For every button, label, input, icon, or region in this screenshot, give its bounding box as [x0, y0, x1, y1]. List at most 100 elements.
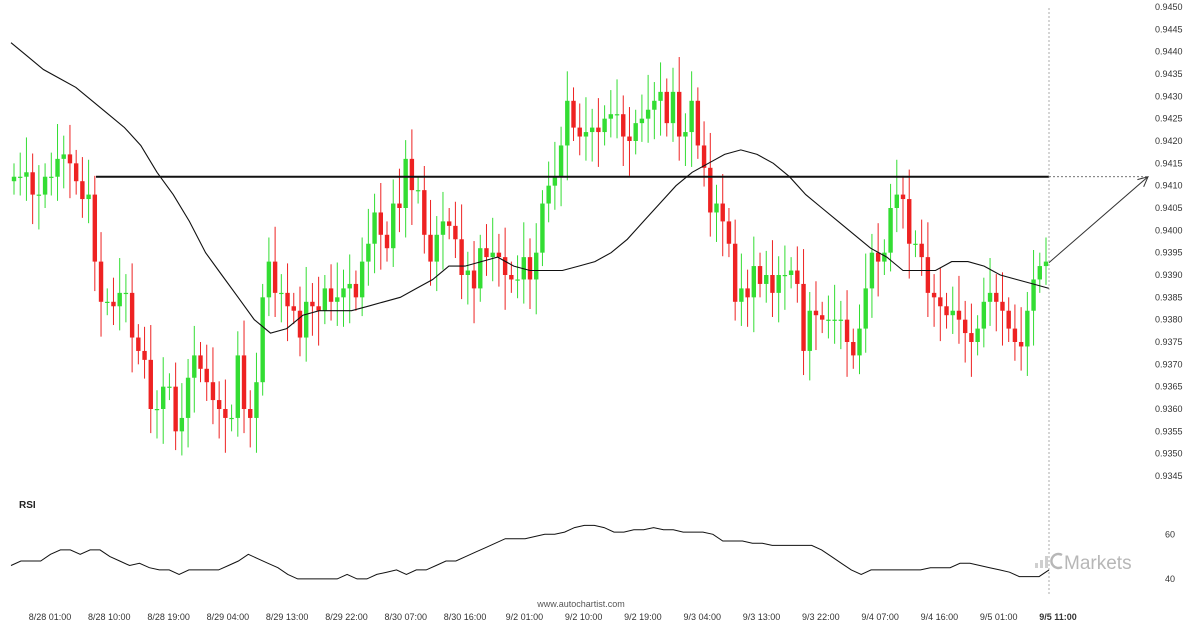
- candle-body: [577, 127, 582, 137]
- candle-body: [726, 221, 732, 244]
- price-tick-label: 0.9450: [1155, 2, 1183, 12]
- time-tick-label: 8/28 01:00: [29, 612, 72, 622]
- candle-body: [1000, 301, 1005, 311]
- candle-body: [67, 154, 73, 164]
- candle-body: [770, 275, 775, 293]
- price-tick-label: 0.9350: [1155, 449, 1183, 459]
- candle-body: [540, 203, 545, 253]
- candle-body: [745, 288, 750, 298]
- candle-body: [235, 355, 241, 418]
- candle-body: [614, 114, 620, 116]
- candle-body: [776, 275, 781, 293]
- candle-body: [86, 194, 91, 200]
- candle-body: [335, 297, 340, 302]
- price-tick-label: 0.9380: [1155, 315, 1183, 325]
- candle-body: [527, 257, 533, 280]
- candle-body: [136, 337, 141, 351]
- candle-body: [61, 154, 66, 159]
- candle-body: [403, 158, 408, 208]
- candle-body: [478, 248, 483, 289]
- time-tick-label: 9/2 19:00: [624, 612, 662, 622]
- candle-body: [969, 333, 974, 342]
- candle-body: [639, 118, 645, 124]
- brand-name: Markets: [1064, 553, 1132, 574]
- candle-body: [372, 212, 377, 244]
- candle-body: [714, 203, 719, 213]
- candle-body: [148, 359, 153, 409]
- price-tick-label: 0.9415: [1155, 158, 1183, 168]
- candle-body: [596, 127, 601, 133]
- candle-body: [117, 292, 122, 307]
- logo-bar-1: [1035, 563, 1038, 568]
- time-tick-label: 9/3 13:00: [743, 612, 781, 622]
- candle-body: [192, 355, 197, 378]
- price-tick-label: 0.9440: [1155, 47, 1183, 57]
- candle-body: [888, 208, 893, 253]
- candle-body: [994, 292, 999, 302]
- candle-body: [925, 257, 931, 293]
- candle-body: [316, 306, 321, 311]
- price-tick-label: 0.9365: [1155, 382, 1183, 392]
- candle-body: [204, 368, 209, 383]
- candle-body: [173, 386, 178, 432]
- price-tick-label: 0.9360: [1155, 404, 1183, 414]
- time-tick-label: 8/29 22:00: [325, 612, 368, 622]
- candle-body: [391, 203, 396, 249]
- candle-body: [627, 136, 632, 141]
- candle-body: [409, 158, 415, 191]
- candle-body: [359, 261, 365, 298]
- candle-body: [813, 310, 819, 316]
- price-tick-label: 0.9425: [1155, 114, 1183, 124]
- price-tick-label: 0.9400: [1155, 225, 1183, 235]
- candle-body: [285, 292, 290, 307]
- price-tick-label: 0.9435: [1155, 69, 1183, 79]
- price-tick-label: 0.9445: [1155, 24, 1183, 34]
- brand-logo: Markets: [1035, 552, 1132, 574]
- candle-body: [695, 100, 701, 146]
- rsi-axis: 60 40: [1165, 529, 1175, 584]
- candle-body: [210, 382, 216, 401]
- candle-body: [105, 301, 110, 303]
- candle-body: [80, 181, 85, 200]
- candle-body: [111, 301, 116, 307]
- projection-arrow: [1048, 175, 1149, 263]
- candle-body: [434, 234, 439, 262]
- candle-body: [366, 243, 371, 262]
- projection-line: [1048, 176, 1149, 263]
- candle-body: [1018, 342, 1024, 347]
- rsi-label: RSI: [19, 500, 36, 511]
- time-tick-label: 8/29 04:00: [207, 612, 250, 622]
- candle-body: [950, 310, 955, 316]
- price-tick-label: 0.9405: [1155, 203, 1183, 213]
- candle-body: [652, 100, 657, 110]
- candle-body: [272, 261, 278, 293]
- rsi-tick-label: 40: [1165, 574, 1175, 584]
- candle-body: [353, 283, 359, 298]
- candle-body: [378, 212, 383, 235]
- candle-body: [266, 261, 272, 298]
- candle-body: [11, 176, 17, 182]
- time-tick-label: 8/30 16:00: [444, 612, 487, 622]
- time-tick-label: 9/2 10:00: [565, 612, 603, 622]
- candle-body: [838, 319, 844, 321]
- watermark: www.autochartist.com: [536, 599, 625, 609]
- candle-body: [484, 248, 489, 258]
- candle-body: [975, 328, 980, 342]
- candle-body: [869, 252, 875, 289]
- candle-body: [248, 409, 253, 418]
- candle-body: [931, 292, 937, 298]
- moving-average: [10, 42, 1050, 334]
- candle-body: [689, 100, 694, 133]
- candle-body: [347, 283, 352, 289]
- candle-body: [621, 114, 626, 137]
- candle-body: [788, 270, 794, 275]
- candle-body: [807, 310, 812, 351]
- candle-body: [857, 328, 862, 356]
- logo-c-icon: [1050, 552, 1063, 570]
- candle-body: [453, 225, 458, 240]
- candle-body: [962, 319, 968, 334]
- candle-body: [179, 417, 185, 432]
- candle-body: [1043, 261, 1049, 267]
- time-axis: 8/28 01:00 8/28 10:00 8/28 19:00 8/29 04:00…: [29, 612, 1077, 622]
- candle-body: [832, 319, 837, 321]
